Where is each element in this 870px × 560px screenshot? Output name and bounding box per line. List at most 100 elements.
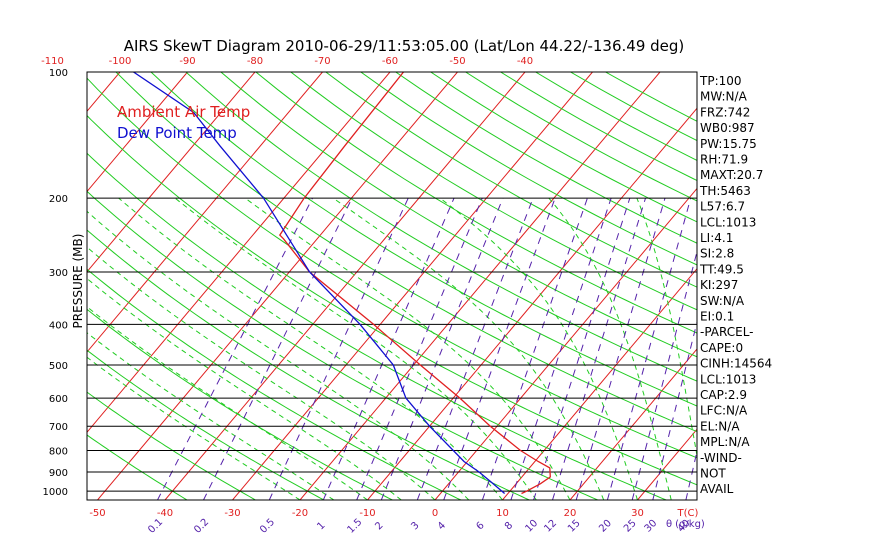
isotherm-line bbox=[87, 72, 121, 113]
mixing-ratio-tick-label: 12 bbox=[542, 518, 559, 535]
pressure-axis: 100 200 300 400 500 600 700 800 900 1000 bbox=[43, 68, 68, 498]
moist-adiabat-line bbox=[548, 197, 672, 500]
dewpoint-profile-line bbox=[133, 72, 506, 494]
bottom-temperature-axis: -50 -40 -30 -20 -10 0 10 20 30 T(C) bbox=[89, 508, 698, 519]
index-label: LCL:1013 bbox=[700, 215, 756, 229]
legend-temperature-label: Ambient Air Temp bbox=[117, 103, 250, 121]
moist-adiabat-line bbox=[87, 277, 402, 500]
index-label: SI:2.8 bbox=[700, 247, 734, 261]
dry-adiabat-line bbox=[220, 72, 697, 358]
mixing-ratio-line bbox=[356, 197, 483, 500]
bottom-temperature-tick-label: 20 bbox=[564, 508, 577, 519]
dry-adiabat-line bbox=[395, 72, 697, 244]
mixing-ratio-tick-label: 1 bbox=[315, 520, 327, 532]
pressure-tick-label: 300 bbox=[49, 268, 68, 279]
dry-adiabat-line bbox=[87, 229, 530, 500]
isotherm-line bbox=[773, 72, 870, 500]
isotherm-line bbox=[0, 72, 53, 500]
dry-adiabat-line bbox=[360, 72, 697, 266]
bottom-temperature-tick-label: -10 bbox=[359, 508, 375, 519]
mixing-ratio-tick-label: 8 bbox=[503, 520, 515, 532]
dry-adiabat-line bbox=[255, 72, 697, 334]
bottom-temperature-tick-label: 0 bbox=[432, 508, 438, 519]
mixing-ratio-tick-label: 25 bbox=[622, 518, 639, 535]
index-label: EL:N/A bbox=[700, 419, 740, 433]
index-label: FRZ:742 bbox=[700, 105, 750, 119]
isotherm-line bbox=[232, 72, 593, 500]
top-temperature-axis: -120-110-100-90-80-70-60-50-40 bbox=[41, 56, 533, 67]
mixing-ratio-axis: 0.1 0.2 0.5 1 1.5 2 3 4 6 8 10 12 15 20 25 30 40θ (g/kg) bbox=[146, 517, 705, 536]
mixing-ratio-line bbox=[575, 198, 666, 500]
plot-border bbox=[86, 71, 698, 501]
mixing-ratio-line bbox=[157, 197, 313, 500]
mixing-ratio-tick-label: 2 bbox=[373, 520, 385, 532]
mixing-ratio-tick-label: 10 bbox=[523, 518, 540, 535]
mixing-ratio-line bbox=[268, 197, 409, 500]
background-lines bbox=[0, 72, 870, 500]
moist-adiabat-line bbox=[87, 246, 436, 500]
index-label: PW:15.75 bbox=[700, 137, 757, 151]
mixing-ratio-line bbox=[552, 198, 646, 500]
mixing-ratio-tick-label: 15 bbox=[566, 518, 583, 535]
moist-adiabat-line bbox=[87, 210, 470, 500]
moist-adiabat-line bbox=[439, 197, 638, 500]
mixing-ratio-line bbox=[443, 197, 556, 500]
top-temperature-tick-label: -40 bbox=[517, 56, 533, 67]
isotherm-line bbox=[299, 72, 661, 500]
plot-frame bbox=[86, 71, 698, 501]
index-label: WB0:987 bbox=[700, 121, 755, 135]
mixing-ratio-tick-label: 6 bbox=[475, 520, 487, 532]
bottom-temperature-tick-label: 10 bbox=[496, 508, 509, 519]
pressure-tick-label: 400 bbox=[49, 320, 68, 331]
pressure-tick-label: 100 bbox=[49, 68, 68, 79]
theta-label: θ bbox=[666, 519, 672, 530]
dry-adiabat-line bbox=[87, 152, 667, 500]
isotherm-line bbox=[87, 72, 323, 353]
moist-adiabat-line bbox=[87, 332, 335, 500]
moist-adiabat-line bbox=[636, 198, 697, 459]
mixing-ratio-tick-label: 0.5 bbox=[258, 517, 277, 536]
temperature-profile-line bbox=[278, 72, 551, 495]
isotherm-line bbox=[97, 72, 458, 500]
dry-adiabat-line bbox=[150, 72, 697, 407]
mixing-ratio-unit-label: (g/kg) bbox=[675, 519, 705, 530]
dry-adiabat-line bbox=[290, 72, 697, 311]
moist-adiabat-line bbox=[174, 197, 537, 500]
mixing-ratio-line bbox=[416, 197, 534, 500]
index-label: MW:N/A bbox=[700, 90, 748, 104]
mixing-ratio-line bbox=[380, 197, 504, 500]
top-temperature-tick-label: -70 bbox=[314, 56, 330, 67]
mixing-ratio-line bbox=[322, 197, 455, 500]
index-label: NOT bbox=[700, 467, 726, 481]
index-label: SW:N/A bbox=[700, 294, 745, 308]
top-temperature-tick-label: -90 bbox=[179, 56, 195, 67]
moist-adiabat-line bbox=[245, 197, 571, 500]
index-label: LCL:1013 bbox=[700, 372, 756, 386]
dry-adiabat-line bbox=[115, 72, 697, 433]
index-label: CAPE:0 bbox=[700, 341, 743, 355]
pressure-tick-label: 700 bbox=[49, 422, 68, 433]
mixing-ratio-tick-label: 30 bbox=[643, 518, 660, 535]
index-label: -PARCEL- bbox=[700, 325, 754, 339]
index-label: LFC:N/A bbox=[700, 404, 748, 418]
index-label: TP:100 bbox=[699, 74, 742, 88]
mixing-ratio-tick-label: 0.1 bbox=[146, 517, 165, 536]
isotherm-line bbox=[434, 187, 697, 500]
isotherm-line bbox=[502, 267, 697, 500]
index-label: CAP:2.9 bbox=[700, 388, 747, 402]
dry-adiabat-line bbox=[87, 190, 598, 500]
moist-adiabat-line bbox=[87, 306, 368, 500]
dry-adiabat-line bbox=[185, 72, 697, 382]
isotherm-line bbox=[87, 72, 256, 273]
dry-adiabat-line bbox=[87, 349, 325, 500]
index-label: TT:49.5 bbox=[699, 262, 744, 276]
top-temperature-tick-label: -50 bbox=[449, 56, 465, 67]
dry-adiabat-line bbox=[87, 308, 393, 500]
top-temperature-tick-label: -110 bbox=[41, 56, 64, 67]
moist-adiabat-line bbox=[87, 356, 301, 500]
mixing-ratio-line bbox=[203, 197, 353, 500]
index-label: -WIND- bbox=[700, 451, 742, 465]
isotherm-line bbox=[87, 72, 188, 193]
